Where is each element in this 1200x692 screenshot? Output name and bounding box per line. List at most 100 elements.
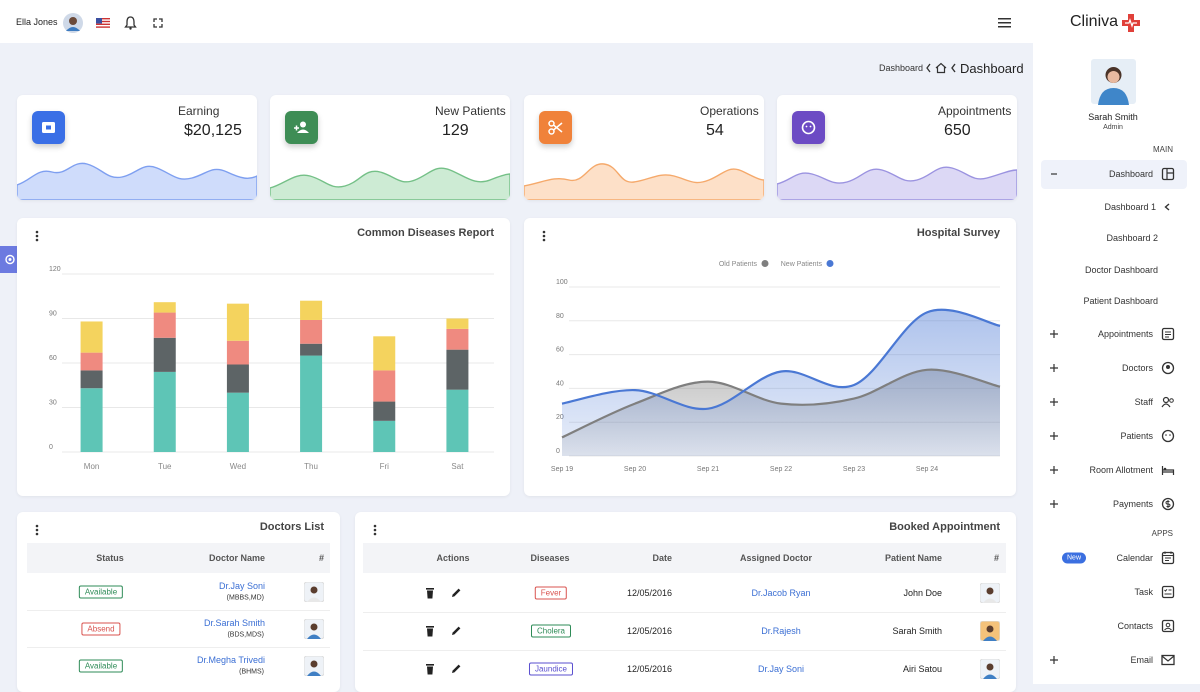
- chart-title: Hospital Survey: [916, 227, 1000, 239]
- bar-segment: [300, 300, 323, 320]
- brand[interactable]: Cliniva: [1070, 13, 1119, 30]
- card-menu[interactable]: [35, 230, 39, 242]
- stat-icon: [32, 111, 65, 144]
- profile-photo[interactable]: [1090, 58, 1137, 105]
- menu-item[interactable]: Payments: [1112, 499, 1153, 509]
- menu-item[interactable]: Dashboard: [1108, 169, 1153, 179]
- section-label: APPS: [1151, 529, 1173, 538]
- stat-icon: [285, 111, 318, 144]
- app-item[interactable]: Contacts: [1117, 621, 1153, 631]
- expand-icon[interactable]: [1050, 500, 1058, 508]
- avatar[interactable]: [304, 656, 324, 676]
- expand-icon[interactable]: [1050, 432, 1058, 440]
- doctor-name[interactable]: Dr.Jay Soni: [218, 581, 265, 591]
- expand-icon[interactable]: [1050, 398, 1058, 406]
- avatar[interactable]: [304, 582, 324, 602]
- user-name[interactable]: Ella Jones: [16, 17, 58, 27]
- stat-title: Earning: [178, 104, 220, 118]
- submenu-item[interactable]: Dashboard 2: [1106, 233, 1158, 243]
- x-tick-label: Mon: [84, 462, 100, 471]
- x-tick-label: Sep 24: [916, 466, 938, 473]
- card-menu[interactable]: [373, 524, 377, 536]
- column-header: Diseases: [530, 553, 570, 563]
- expand-icon[interactable]: [1050, 330, 1058, 338]
- expand-icon[interactable]: [1050, 466, 1058, 474]
- breadcrumb-link[interactable]: Dashboard: [879, 63, 924, 73]
- delete-button[interactable]: [425, 625, 435, 637]
- user-avatar[interactable]: [63, 13, 83, 33]
- doctor-name[interactable]: Dr.Megha Trivedi: [196, 655, 265, 665]
- menu-item[interactable]: Doctors: [1121, 363, 1153, 373]
- bar-segment: [80, 321, 103, 353]
- x-tick-label: Sep 19: [551, 466, 573, 473]
- bar-segment: [373, 336, 396, 371]
- submenu-arrow: [1164, 203, 1170, 211]
- doctor-degree: (BHMS): [239, 668, 264, 676]
- menu-item[interactable]: Room Allotment: [1089, 465, 1153, 475]
- fullscreen-icon[interactable]: [153, 18, 163, 28]
- avatar[interactable]: [980, 659, 1000, 679]
- assigned-doctor[interactable]: Dr.Rajesh: [761, 626, 801, 636]
- series-line: [561, 368, 1001, 439]
- bar-segment: [153, 371, 176, 452]
- stat-icon: [792, 111, 825, 144]
- menu-icon: [1161, 619, 1175, 633]
- profile-name: Sarah Smith: [1088, 112, 1138, 122]
- expand-icon[interactable]: [1050, 364, 1058, 372]
- x-tick-label: Fri: [380, 462, 390, 471]
- menu-item[interactable]: Appointments: [1097, 329, 1153, 339]
- avatar[interactable]: [980, 583, 1000, 603]
- bar-segment: [80, 370, 103, 389]
- column-header: Status: [96, 553, 124, 563]
- disease-badge: Cholera: [530, 624, 572, 638]
- avatar[interactable]: [980, 621, 1000, 641]
- edit-button[interactable]: [450, 587, 462, 599]
- row-divider: [27, 647, 330, 648]
- submenu-item[interactable]: Doctor Dashboard: [1084, 265, 1158, 275]
- doctor-name[interactable]: Dr.Sarah Smith: [203, 618, 265, 628]
- assigned-doctor[interactable]: Dr.Jay Soni: [757, 664, 805, 674]
- legend-label: Old Patients: [719, 261, 758, 268]
- y-tick-label: 120: [49, 266, 61, 273]
- submenu-item[interactable]: Patient Dashboard: [1083, 296, 1158, 306]
- bell-icon[interactable]: [124, 16, 137, 30]
- bar-segment: [373, 401, 396, 421]
- menu-item[interactable]: Patients: [1120, 431, 1153, 441]
- y-tick-label: 60: [49, 355, 57, 362]
- card-menu[interactable]: [35, 524, 39, 536]
- edit-button[interactable]: [450, 625, 462, 637]
- submenu-item[interactable]: Dashboard 1: [1104, 202, 1156, 212]
- bar-segment: [446, 318, 469, 329]
- card-menu[interactable]: [542, 230, 546, 242]
- chart-card: Hospital Survey 0 20 40 60 80 100 Sep 19 Sep 20…: [524, 218, 1016, 496]
- menu-icon: [1161, 551, 1175, 565]
- edit-button[interactable]: [450, 663, 462, 675]
- stat-title: New Patients: [435, 104, 506, 118]
- sparkline: [270, 167, 510, 200]
- delete-button[interactable]: [425, 587, 435, 599]
- bar-segment: [153, 337, 176, 372]
- assigned-doctor[interactable]: Dr.Jacob Ryan: [751, 588, 811, 598]
- column-header: #: [319, 553, 325, 563]
- bar-segment: [373, 420, 396, 452]
- table-title: Doctors List: [259, 521, 324, 533]
- delete-button[interactable]: [425, 663, 435, 675]
- collapse-icon[interactable]: [1050, 170, 1058, 178]
- app-item[interactable]: Task: [1134, 587, 1153, 597]
- doctor-degree: (MBBS,MD): [226, 594, 264, 602]
- profile-role: Admin: [1103, 124, 1123, 131]
- flag-icon[interactable]: [96, 18, 110, 28]
- legend-label: New Patients: [781, 261, 823, 268]
- bar-segment: [300, 319, 323, 344]
- app-item[interactable]: Calendar: [1116, 553, 1153, 563]
- menu-item[interactable]: Staff: [1134, 397, 1153, 407]
- avatar[interactable]: [304, 619, 324, 639]
- table-header: [27, 543, 330, 573]
- patient-name: Airi Satou: [902, 664, 942, 674]
- settings-icon: [5, 254, 15, 265]
- app-item[interactable]: Email: [1130, 655, 1153, 665]
- expand-icon[interactable]: [1050, 656, 1058, 664]
- menu-toggle[interactable]: [998, 18, 1011, 28]
- date: 12/05/2016: [626, 588, 672, 598]
- y-tick-label: 0: [556, 448, 560, 455]
